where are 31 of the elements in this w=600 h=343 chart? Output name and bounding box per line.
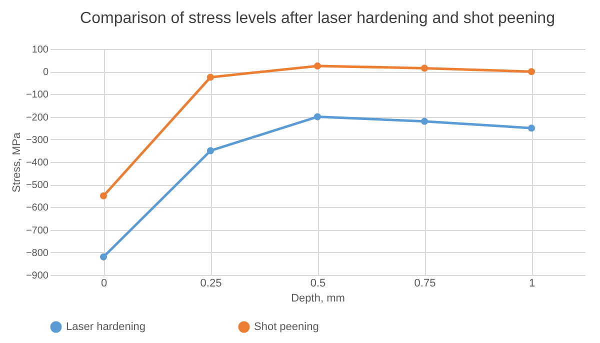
y-tick-label: −200 xyxy=(26,112,49,124)
y-axis-title: Stress, MPa xyxy=(10,132,23,192)
legend-label: Laser hardening xyxy=(66,321,146,333)
y-tick-label: −800 xyxy=(26,248,49,259)
point xyxy=(314,62,322,70)
x-tick-label: 0.25 xyxy=(200,278,222,290)
x-tick-label: 0 xyxy=(100,278,108,290)
y-tick-label: 100 xyxy=(32,44,49,56)
y-tick-label: −600 xyxy=(26,202,49,214)
y-tick-label: −700 xyxy=(26,225,49,236)
point xyxy=(420,64,428,72)
x-tick-label: 0.75 xyxy=(414,278,436,290)
point xyxy=(100,192,108,200)
point xyxy=(100,253,108,260)
y-tick-label: −500 xyxy=(26,180,49,192)
legend-label: Shot peening xyxy=(254,321,319,333)
y-tick-label: −400 xyxy=(26,158,49,168)
point xyxy=(206,147,214,154)
point xyxy=(420,118,428,125)
chart-title: Comparison of stress levels after laser hardening and shot peening xyxy=(80,10,555,27)
y-tick-label: −900 xyxy=(26,270,49,282)
point xyxy=(314,113,322,120)
point xyxy=(206,74,214,81)
y-tick-label: −300 xyxy=(26,134,49,146)
y-tick-label: 0 xyxy=(42,67,49,78)
point xyxy=(528,124,536,132)
point xyxy=(528,68,536,76)
y-tick-label: −100 xyxy=(26,90,49,101)
x-tick-label: 0.5 xyxy=(310,278,326,290)
x-axis-title: Depth, mm xyxy=(291,292,345,304)
x-tick-label: 1 xyxy=(528,278,536,290)
